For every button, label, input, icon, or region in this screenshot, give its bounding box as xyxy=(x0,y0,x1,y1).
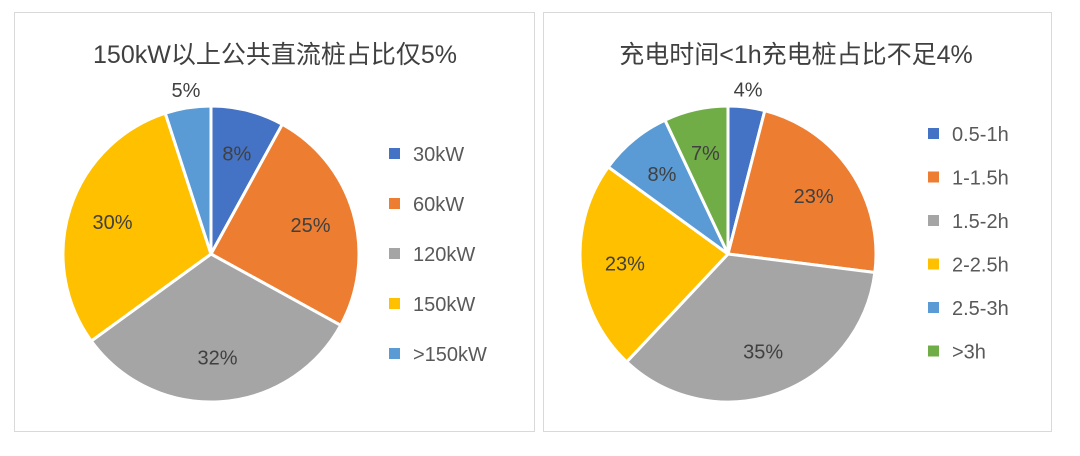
pie-slice-60kw xyxy=(209,122,361,327)
pie-slice-150kw xyxy=(163,104,213,256)
data-label-120kw: 32% xyxy=(197,347,237,369)
legend-label-3h: >3h xyxy=(952,342,986,364)
chart-title: 150kW以上公共直流桩占比仅5% xyxy=(93,41,457,69)
chart-panel-left: 150kW以上公共直流桩占比仅5% 8% 25% 32% 30% 5% 30kW 60kW… xyxy=(14,12,535,432)
legend-label-0-5-1h: 0.5-1h xyxy=(952,124,1009,146)
legend-label-2-5-3h: 2.5-3h xyxy=(952,298,1009,320)
legend-label-1-5-2h: 1.5-2h xyxy=(952,211,1009,233)
data-label-0-5-1h: 4% xyxy=(734,79,763,101)
legend-swatch-1-5-2h xyxy=(928,215,939,226)
legend-swatch-150kw xyxy=(389,348,400,359)
legend-swatch-0-5-1h xyxy=(928,128,939,139)
data-label-150kw: 5% xyxy=(172,80,201,102)
legend-label-2-2-5h: 2-2.5h xyxy=(952,255,1009,277)
pie-slices xyxy=(61,104,361,404)
pie-slice-1-5-2h xyxy=(625,252,877,404)
pie-slice-150kw xyxy=(61,111,213,343)
data-label-3h: 7% xyxy=(691,143,720,165)
data-label-2-2-5h: 23% xyxy=(605,254,645,276)
pie-slice-2-2-5h xyxy=(578,165,730,364)
legend-swatch-30kw xyxy=(389,148,400,159)
legend-label-120kw: 120kW xyxy=(413,244,475,266)
data-label-1-1-5h: 23% xyxy=(794,186,834,208)
legend-swatch-2-5-3h xyxy=(928,302,939,313)
legend-label-150kw: 150kW xyxy=(413,294,475,316)
pie-slice-1-1-5h xyxy=(726,109,878,275)
data-label-60kw: 25% xyxy=(290,215,330,237)
legend: 0.5-1h 1-1.5h 1.5-2h 2-2.5h 2.5-3h >3h xyxy=(928,124,1009,364)
legend-swatch-1-1-5h xyxy=(928,171,939,183)
legend-swatch-150kw xyxy=(389,298,400,309)
data-label-30kw: 8% xyxy=(222,144,251,166)
data-label-1-5-2h: 35% xyxy=(743,342,783,364)
legend-swatch-2-2-5h xyxy=(928,258,939,270)
chart-panel-right: 充电时间<1h充电桩占比不足4% 4% 23% 35% 23% 8% 7% 0.5-1h 1… xyxy=(543,12,1052,432)
legend-swatch-120kw xyxy=(389,248,400,259)
data-label-2-5-3h: 8% xyxy=(648,164,677,186)
legend-swatch-3h xyxy=(928,345,939,357)
pie-slice-3h xyxy=(663,104,730,256)
legend: 30kW 60kW 120kW 150kW >150kW xyxy=(389,144,487,366)
pie-data-labels: 8% 25% 32% 30% 5% xyxy=(92,80,330,369)
pie-slice-120kw xyxy=(89,252,343,404)
data-label-150kw: 30% xyxy=(92,212,132,234)
pie-chart-charger-power: 150kW以上公共直流桩占比仅5% 8% 25% 32% 30% 5% 30kW 60kW… xyxy=(61,41,487,404)
legend-label-150kw: >150kW xyxy=(413,344,487,366)
pie-chart-charging-time: 充电时间<1h充电桩占比不足4% 4% 23% 35% 23% 8% 7% 0.5-1h 1… xyxy=(578,41,1009,404)
pie-slices xyxy=(578,104,878,404)
legend-swatch-60kw xyxy=(389,198,400,209)
chart-title: 充电时间<1h充电桩占比不足4% xyxy=(619,41,973,69)
pie-data-labels: 4% 23% 35% 23% 8% 7% xyxy=(605,79,834,363)
legend-label-60kw: 60kW xyxy=(413,194,464,216)
legend-label-30kw: 30kW xyxy=(413,144,464,166)
legend-label-1-1-5h: 1-1.5h xyxy=(952,168,1009,190)
